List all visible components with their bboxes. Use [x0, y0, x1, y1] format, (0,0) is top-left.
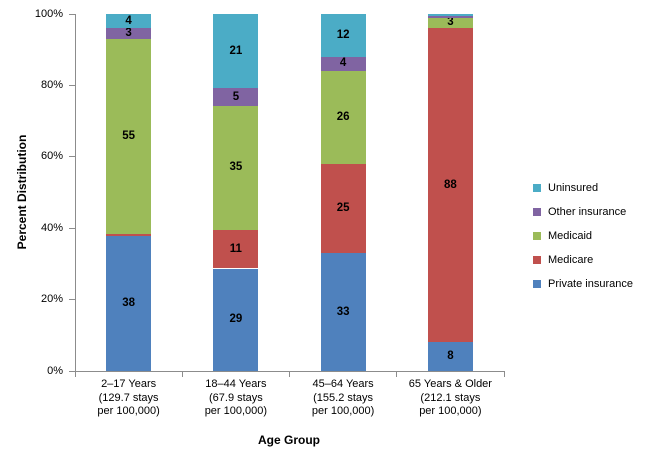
bar-segment: 4: [320, 56, 366, 72]
legend-item-label: Medicaid: [548, 230, 593, 242]
legend-swatch: [533, 184, 541, 192]
category-label-line: per 100,000): [204, 405, 268, 417]
y-tick-mark: [69, 370, 75, 372]
legend-item: Medicaid: [533, 224, 633, 248]
legend-item: Medicare: [533, 248, 633, 272]
bar-segment-label: 4: [339, 57, 347, 70]
category-label-line: 2–17 Years: [101, 378, 157, 390]
y-tick-label: 60%: [40, 150, 63, 163]
bar-segment-label: 11: [229, 242, 242, 255]
bar-segment: 25: [320, 163, 366, 254]
category-label-line: per 100,000): [419, 405, 482, 417]
category-label-line: (212.1 stays: [420, 391, 481, 404]
category-label-line: per 100,000): [311, 405, 375, 417]
y-tick-mark: [69, 299, 75, 301]
bar-segment: 33: [320, 253, 366, 371]
legend-swatch: [533, 256, 541, 264]
bar-segment-label: 21: [229, 44, 243, 57]
bar-segment-label: 4: [125, 14, 132, 27]
bar-segment-label: 3: [447, 16, 454, 29]
x-tick-mark: [74, 372, 76, 377]
bar-segment: 35: [213, 105, 259, 230]
bar-segment: [106, 234, 152, 236]
bar-segment: 26: [320, 71, 366, 164]
legend-swatch: [533, 280, 541, 288]
category-label: 65 Years & Older (212.1 stays per 100,000): [396, 378, 504, 419]
y-tick-label: 40%: [40, 221, 63, 234]
bar-segment: 8: [427, 342, 473, 371]
legend-item-label: Uninsured: [548, 182, 599, 194]
category-label-line: (155.2 stays: [313, 391, 374, 404]
category-label-line: (67.9 stays: [208, 391, 263, 404]
bar-segment: 12: [320, 14, 366, 57]
bar-segment-label: 55: [122, 130, 135, 143]
category-label-line: 45–64 Years: [312, 378, 374, 390]
y-tick-mark: [69, 84, 75, 86]
category-label: 2–17 Years (129.7 stays per 100,000): [75, 378, 183, 419]
bar-segment: [427, 14, 473, 16]
x-tick-mark: [396, 372, 398, 377]
legend-item-label: Other insurance: [548, 206, 627, 218]
legend-item-label: Medicare: [548, 254, 594, 266]
bar-segment-label: 25: [336, 201, 350, 214]
bar-segment: 3: [427, 16, 473, 29]
y-tick-label: 100%: [34, 7, 63, 20]
legend-item: Other insurance: [533, 200, 633, 224]
x-tick-mark: [289, 372, 290, 377]
bar-segment: 21: [213, 14, 259, 89]
y-tick-label: 20%: [40, 293, 63, 306]
bar-segment-label: 8: [447, 350, 454, 363]
bar-segment: 4: [106, 14, 152, 29]
x-axis-title: Age Group: [258, 433, 320, 447]
bar-segment: 55: [106, 38, 152, 235]
y-tick-mark: [69, 156, 75, 158]
legend-swatch: [533, 208, 541, 216]
legend-item: Private insurance: [533, 272, 633, 296]
x-tick-mark: [503, 372, 505, 377]
y-tick-mark: [69, 13, 75, 15]
category-label-line: 65 Years & Older: [408, 378, 492, 390]
bar-segment: 11: [213, 229, 259, 269]
category-label-line: 18–44 Years: [205, 378, 267, 390]
bar-segment-label: 5: [232, 90, 240, 103]
bar-segment-label: 88: [443, 178, 457, 191]
legend-item-label: Private insurance: [548, 278, 633, 290]
bar-segment: 3: [106, 27, 152, 40]
category-label-line: (129.7 stays: [98, 391, 159, 404]
bar-segment-label: 26: [336, 110, 350, 123]
legend-item: Uninsured: [533, 176, 633, 200]
bar-segment-label: 38: [122, 297, 135, 309]
bar-segment-label: 3: [125, 27, 132, 40]
bar-segment: 38: [106, 236, 152, 371]
bar-segment-label: 35: [229, 161, 243, 174]
bar-segment-label: 29: [229, 313, 243, 326]
category-label-line: per 100,000): [97, 405, 160, 417]
y-tick-label: 80%: [40, 78, 63, 91]
bar-segment: 29: [213, 268, 259, 371]
legend: Uninsured Other insurance Medicaid Medicare…: [533, 176, 633, 296]
y-tick-label: 0%: [47, 364, 63, 377]
bar-segment: [427, 15, 473, 18]
legend-swatch: [533, 232, 541, 240]
category-label: 18–44 Years (67.9 stays per 100,000): [182, 378, 290, 419]
bar-segment: 88: [427, 28, 473, 343]
bar-segment-label: 12: [336, 28, 350, 41]
y-axis-line: [75, 14, 76, 372]
category-label: 45–64 Years (155.2 stays per 100,000): [289, 378, 397, 419]
x-axis-line: [75, 371, 505, 372]
y-tick-mark: [69, 227, 75, 229]
bar-segment-label: 33: [336, 305, 350, 318]
x-tick-mark: [181, 372, 183, 377]
bar-segment: 5: [213, 88, 259, 106]
